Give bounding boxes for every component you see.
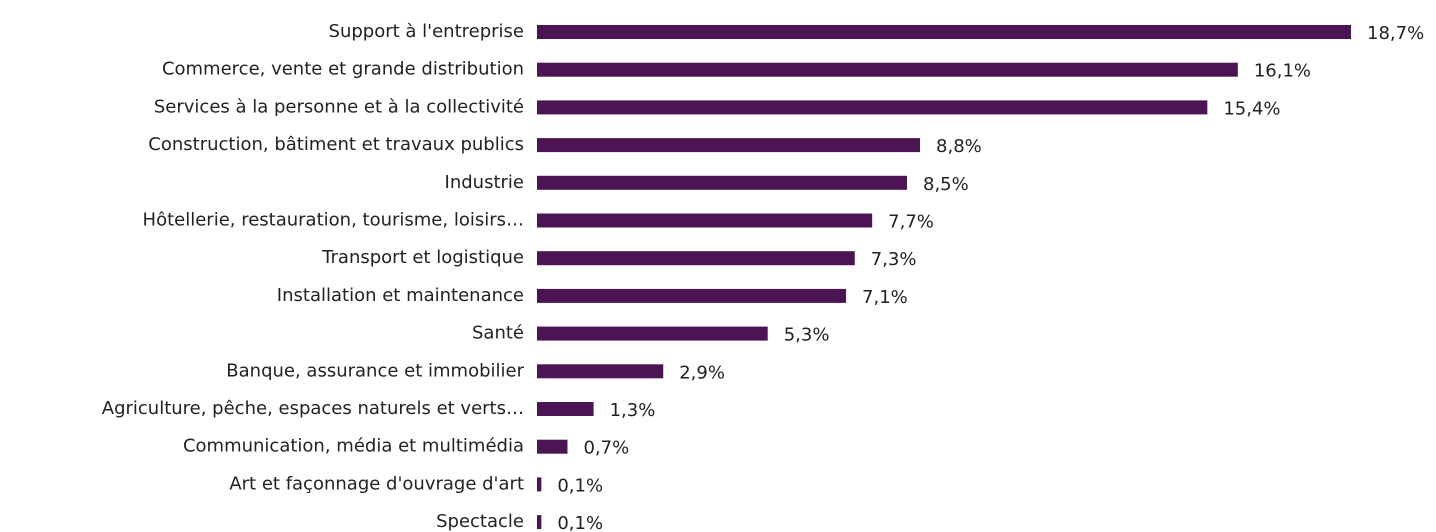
bar [537,138,921,153]
bar [537,251,855,266]
value-label: 1,3% [610,400,656,421]
value-label: 7,7% [888,212,934,233]
value-label: 8,5% [923,174,969,195]
category-label: Transport et logistique [321,247,524,268]
bar [537,439,568,454]
value-label: 18,7% [1367,23,1424,44]
value-label: 2,9% [679,362,725,383]
value-label: 0,1% [557,513,603,532]
bar [537,175,907,190]
bar [537,402,594,416]
category-label: Commerce, vente et grande distribution [162,59,524,80]
value-label: 0,1% [557,475,603,496]
bar [537,515,542,530]
category-label: Services à la personne et à la collectiv… [154,96,524,117]
value-label: 8,8% [936,136,982,157]
bar [537,364,664,379]
category-label: Construction, bâtiment et travaux public… [148,134,524,155]
category-label: Communication, média et multimédia [183,436,524,457]
category-label: Installation et maintenance [277,285,524,306]
bar [537,326,768,341]
bar [537,477,542,492]
category-label: Agriculture, pêche, espaces naturels et … [102,398,524,419]
category-label: Support à l'entreprise [329,21,524,42]
value-label: 7,1% [862,287,908,308]
bar [537,25,1351,39]
bar [537,288,847,303]
category-label: Hôtellerie, restauration, tourisme, lois… [143,210,524,231]
category-label: Art et façonnage d'ouvrage d'art [229,473,524,494]
bar [537,213,873,228]
value-label: 15,4% [1223,98,1280,119]
bar [537,100,1208,115]
bar [537,62,1238,77]
category-label: Banque, assurance et immobilier [226,360,524,381]
value-label: 0,7% [583,438,629,459]
value-label: 7,3% [871,249,917,270]
category-label: Industrie [445,172,524,193]
category-label: Santé [472,323,524,344]
value-label: 5,3% [784,325,830,346]
category-label: Spectacle [436,511,524,532]
value-label: 16,1% [1254,61,1311,82]
